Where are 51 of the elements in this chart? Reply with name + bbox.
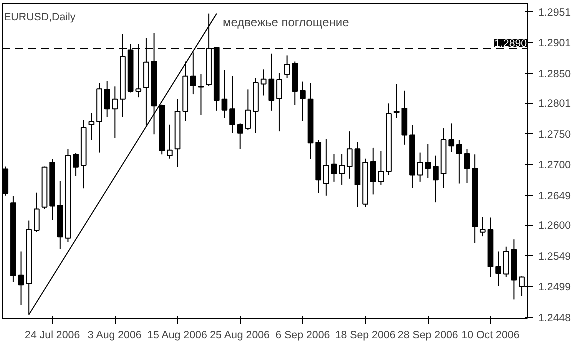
candlestick xyxy=(73,152,79,177)
candlestick xyxy=(222,70,228,119)
candlestick xyxy=(88,112,95,141)
candlestick xyxy=(448,123,455,153)
x-tick-label: 18 Sep 2006 xyxy=(335,330,396,342)
y-tick-label: 1.2649 xyxy=(538,190,572,202)
y-tick-label: 1.2448 xyxy=(538,312,572,324)
candlestick xyxy=(464,148,470,184)
candlestick xyxy=(456,140,462,184)
y-tick-label: 1.2850 xyxy=(538,68,572,80)
text: EURUSD,Daily xyxy=(4,12,76,24)
candlestick xyxy=(198,74,204,116)
candlestick xyxy=(496,251,502,287)
x-tick-label: 3 Aug 2006 xyxy=(88,330,142,342)
candlestick xyxy=(503,246,510,278)
candlestick xyxy=(370,147,376,196)
candlestick xyxy=(339,154,345,186)
y-tick-label: 1.2549 xyxy=(538,250,572,263)
candlestick xyxy=(346,131,353,180)
x-tick-label: 10 Oct 2006 xyxy=(462,330,520,342)
candlestick xyxy=(480,216,486,238)
annotation: медвежье поглощение xyxy=(223,16,350,30)
y-tick-label: 1.2750 xyxy=(538,128,572,141)
candlestick xyxy=(34,192,40,233)
candlestick xyxy=(276,72,282,132)
y-tick-label: 1.2801 xyxy=(538,98,572,110)
x-tick-label: 6 Sep 2006 xyxy=(276,330,330,342)
candlestick xyxy=(245,89,252,131)
candlestick xyxy=(237,123,244,150)
y-tick-label: 1.2600 xyxy=(538,220,572,232)
y-tick-label: 1.2499 xyxy=(538,281,572,294)
candlestick xyxy=(284,55,290,79)
candlestick xyxy=(300,81,306,122)
y-tick-label: 1.2700 xyxy=(538,159,572,172)
candlestick xyxy=(378,150,384,186)
candlestick xyxy=(230,76,236,134)
x-tick-label: 15 Aug 2006 xyxy=(148,330,208,342)
candlestick xyxy=(433,155,439,204)
x-tick-label: 25 Aug 2006 xyxy=(210,330,270,342)
candlestick xyxy=(323,138,330,196)
candlestick xyxy=(417,152,424,182)
x-tick-label: 28 Sep 2006 xyxy=(398,330,458,342)
y-tick-label: 1.2901 xyxy=(538,37,572,50)
candlestick xyxy=(425,144,432,179)
x-tick-label: 24 Jul 2006 xyxy=(25,330,80,342)
y-tick-label: 1.2951 xyxy=(538,6,572,19)
candlestick xyxy=(190,52,196,96)
ref-line-label: 1.2890 xyxy=(494,38,528,50)
candlestick xyxy=(18,251,24,306)
candlestick xyxy=(331,154,338,182)
candlestick xyxy=(167,124,173,160)
